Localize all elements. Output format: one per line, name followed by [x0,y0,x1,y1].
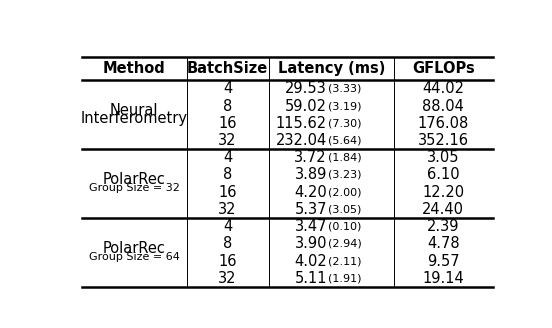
Text: 16: 16 [219,116,237,131]
Text: PolarRec: PolarRec [103,241,166,256]
Text: 32: 32 [219,202,237,217]
Text: (3.19): (3.19) [328,101,362,111]
Text: 59.02: 59.02 [285,99,327,113]
Text: 3.90: 3.90 [295,236,327,251]
Text: 12.20: 12.20 [422,185,464,200]
Text: 9.57: 9.57 [427,254,460,269]
Text: 4.20: 4.20 [294,185,327,200]
Text: 3.89: 3.89 [295,168,327,182]
Text: 4: 4 [223,219,232,234]
Text: (2.94): (2.94) [328,239,362,249]
Text: 16: 16 [219,185,237,200]
Text: 29.53: 29.53 [285,81,327,96]
Text: 32: 32 [219,271,237,286]
Text: 4: 4 [223,81,232,96]
Text: 4.02: 4.02 [294,254,327,269]
Text: 44.02: 44.02 [422,81,464,96]
Text: (5.64): (5.64) [328,135,362,146]
Text: BatchSize: BatchSize [187,61,268,76]
Text: 8: 8 [223,236,232,251]
Text: 3.72: 3.72 [294,150,327,165]
Text: Group Size = 32: Group Size = 32 [89,183,179,194]
Text: (1.91): (1.91) [328,273,362,283]
Text: (1.84): (1.84) [328,153,362,163]
Text: PolarRec: PolarRec [103,172,166,187]
Text: 115.62: 115.62 [276,116,327,131]
Text: (2.11): (2.11) [328,256,362,266]
Text: 5.11: 5.11 [295,271,327,286]
Text: 88.04: 88.04 [422,99,464,113]
Text: 5.37: 5.37 [295,202,327,217]
Text: 3.47: 3.47 [295,219,327,234]
Text: Method: Method [103,61,166,76]
Text: 232.04: 232.04 [276,133,327,148]
Text: 19.14: 19.14 [422,271,464,286]
Text: Neural: Neural [110,103,158,118]
Text: 24.40: 24.40 [422,202,464,217]
Text: 4: 4 [223,150,232,165]
Text: 32: 32 [219,133,237,148]
Text: 8: 8 [223,168,232,182]
Text: (3.05): (3.05) [328,204,361,215]
Text: 352.16: 352.16 [418,133,469,148]
Text: 6.10: 6.10 [427,168,460,182]
Text: (3.23): (3.23) [328,170,362,180]
Text: 176.08: 176.08 [418,116,469,131]
Text: GFLOPs: GFLOPs [412,61,475,76]
Text: 16: 16 [219,254,237,269]
Text: Group Size = 64: Group Size = 64 [89,252,179,262]
Text: 2.39: 2.39 [427,219,459,234]
Text: (0.10): (0.10) [328,222,361,232]
Text: (2.00): (2.00) [328,187,362,197]
Text: (3.33): (3.33) [328,84,361,94]
Text: 4.78: 4.78 [427,236,460,251]
Text: (7.30): (7.30) [328,118,362,128]
Text: Latency (ms): Latency (ms) [278,61,385,76]
Text: 8: 8 [223,99,232,113]
Text: 3.05: 3.05 [427,150,459,165]
Text: Interferometry: Interferometry [81,111,188,126]
